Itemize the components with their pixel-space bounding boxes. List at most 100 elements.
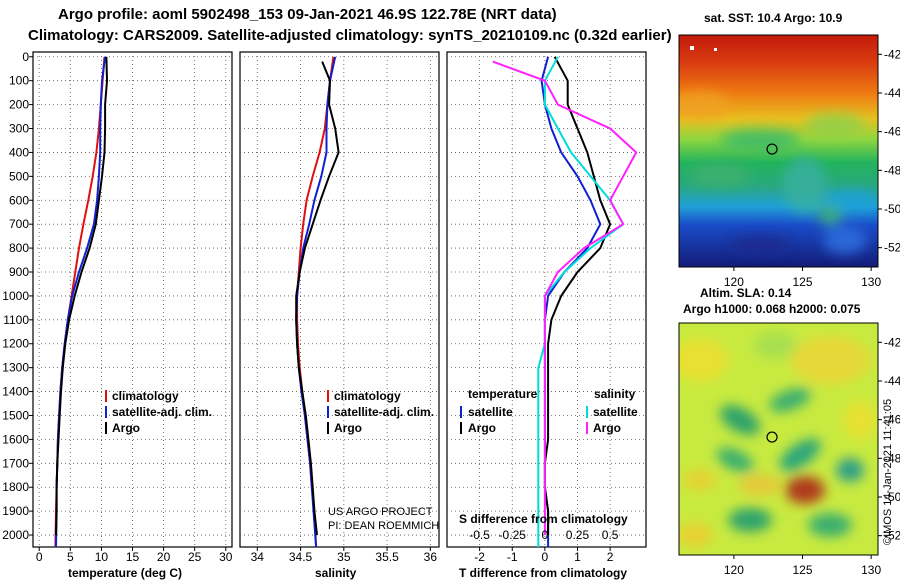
- legend-temperature-title: temperature: [468, 387, 538, 401]
- depth-tick-label: 1700: [2, 456, 29, 470]
- legend-sal-satellite-label: satellite: [593, 405, 638, 419]
- x-tick-label: 0: [36, 550, 43, 564]
- depth-tick-label: 1900: [2, 504, 29, 518]
- x-tick-label: 36: [424, 550, 438, 564]
- difference-legend: temperature salinity satellite Argo sate…: [460, 387, 638, 435]
- difference-axes-frame: [446, 51, 647, 548]
- salinity-difference-ticks: -0.5 -0.25 0 0.25 0.5: [469, 528, 618, 542]
- lat-tick-label: -48: [884, 163, 900, 177]
- legend-argo-swatch: [327, 422, 329, 434]
- figure-title-line-2: Climatology: CARS2009. Satellite-adjuste…: [28, 27, 672, 44]
- project-credit-line-2: PI: DEAN ROEMMICH: [328, 520, 439, 532]
- x-tick-label: -1: [507, 550, 518, 564]
- lat-tick-label: -44: [884, 374, 900, 388]
- legend-climatology-label: climatology: [334, 389, 401, 403]
- lat-tick-label: -44: [884, 86, 900, 100]
- legend-temp-argo-swatch: [460, 422, 462, 434]
- x-tick-label: 34: [251, 550, 265, 564]
- sla-map-title-line-2: Argo h1000: 0.068 h2000: 0.075: [683, 302, 861, 316]
- legend-satellite-label: satellite-adj. clim.: [334, 405, 434, 419]
- lat-tick-label: -52: [884, 529, 900, 543]
- lon-tick-label: 130: [861, 275, 881, 289]
- depth-tick-label: 600: [9, 193, 29, 207]
- sst-map-panel: sat. SST: 10.4 Argo: 10.9 -42 -44 -46 -48 -5…: [678, 11, 900, 289]
- lat-tick-label: -50: [884, 202, 900, 216]
- difference-ticks: -2 -1 0 1 2: [474, 547, 614, 564]
- depth-tick-label: 1500: [2, 408, 29, 422]
- series-line-argo: [295, 61, 340, 536]
- temperature-legend: climatology satellite-adj. clim. Argo: [105, 389, 212, 435]
- lat-tick-label: -50: [884, 490, 900, 504]
- x-tick-label: 2: [607, 550, 614, 564]
- difference-series: [492, 56, 638, 547]
- imos-timestamp: ©IMOS 14-Jan-2021 11:41:05: [882, 399, 894, 545]
- lat-tick-label: -46: [884, 125, 900, 139]
- lat-tick-label: -52: [884, 241, 900, 255]
- x-tick-label: 1: [574, 550, 581, 564]
- x-tick-label: 35: [337, 550, 351, 564]
- depth-tick-label: 1600: [2, 432, 29, 446]
- depth-tick-label: 400: [9, 145, 29, 159]
- depth-tick-label: 1100: [3, 313, 29, 327]
- legend-temp-argo-label: Argo: [468, 421, 496, 435]
- top-tick-label: 0.25: [566, 528, 590, 542]
- difference-panel: -2 -1 0 1 2 T difference from climatology S …: [446, 51, 647, 580]
- legend-climatology-swatch: [105, 390, 107, 402]
- x-tick-label: -2: [474, 550, 485, 564]
- argo-position-marker: [766, 431, 778, 443]
- top-tick-label: -0.5: [469, 528, 490, 542]
- difference-xlabel: T difference from climatology: [459, 566, 627, 580]
- legend-sal-argo-swatch: [586, 422, 588, 434]
- salinity-panel: 34 34.5 35 35.5 36 salinity climatology sate…: [239, 51, 440, 580]
- sst-map-ticks: -42 -44 -46 -48 -50 -52 120 125 130: [724, 47, 900, 289]
- top-tick-label: 0: [542, 528, 549, 542]
- sla-map-ticks: -42 -44 -46 -48 -50 -52 120 125 130: [724, 335, 900, 577]
- legend-satellite-swatch: [105, 406, 107, 418]
- legend-climatology-swatch: [327, 390, 329, 402]
- salinity-ticks: 34 34.5 35 35.5 36: [251, 547, 438, 564]
- x-tick-label: 25: [188, 550, 202, 564]
- depth-tick-label: 1000: [2, 289, 29, 303]
- depth-tick-label: 1800: [2, 480, 29, 494]
- lon-tick-label: 125: [793, 563, 813, 577]
- depth-tick-label: 500: [9, 169, 29, 183]
- x-tick-label: 15: [126, 550, 140, 564]
- temperature-panel: 0 5 10 15 20 25 300100200300400500600700800900…: [2, 50, 232, 580]
- x-tick-label: 10: [95, 550, 109, 564]
- sst-heatmap-image: [679, 35, 878, 267]
- x-tick-label: 34.5: [289, 550, 313, 564]
- salinity-legend: climatology satellite-adj. clim. Argo: [327, 389, 434, 435]
- depth-tick-label: 1300: [2, 361, 29, 375]
- lon-tick-label: 130: [861, 563, 881, 577]
- difference-top-xlabel: S difference from climatology: [459, 512, 628, 526]
- temperature-xlabel: temperature (deg C): [68, 566, 182, 580]
- salinity-xlabel: salinity: [315, 566, 357, 580]
- project-credit-line-1: US ARGO PROJECT: [328, 506, 433, 518]
- sla-map-panel: Altim. SLA: 0.14 Argo h1000: 0.068 h2000…: [678, 286, 900, 577]
- salinity-axes-frame: [239, 51, 440, 548]
- lat-tick-label: -42: [884, 47, 900, 61]
- legend-temp-satellite-swatch: [460, 406, 462, 418]
- depth-tick-label: 800: [9, 241, 29, 255]
- top-tick-label: -0.25: [499, 528, 527, 542]
- depth-tick-label: 700: [9, 217, 29, 231]
- depth-tick-label: 300: [9, 122, 29, 136]
- series-line-salinity-argo: [492, 60, 638, 535]
- legend-argo-label: Argo: [112, 421, 140, 435]
- temperature-grid: [33, 52, 232, 547]
- lat-tick-label: -42: [884, 335, 900, 349]
- legend-sal-satellite-swatch: [586, 406, 588, 418]
- depth-tick-label: 900: [9, 265, 29, 279]
- lon-tick-label: 120: [724, 275, 744, 289]
- top-tick-label: 0.5: [602, 528, 619, 542]
- legend-argo-swatch: [105, 422, 107, 434]
- depth-tick-label: 0: [22, 50, 29, 64]
- legend-argo-label: Argo: [334, 421, 362, 435]
- x-tick-label: 5: [67, 550, 74, 564]
- x-tick-label: 20: [157, 550, 171, 564]
- sla-map-title-line-1: Altim. SLA: 0.14: [700, 286, 792, 300]
- depth-tick-label: 1200: [2, 337, 29, 351]
- argo-position-marker: [766, 143, 778, 155]
- legend-sal-argo-label: Argo: [593, 421, 621, 435]
